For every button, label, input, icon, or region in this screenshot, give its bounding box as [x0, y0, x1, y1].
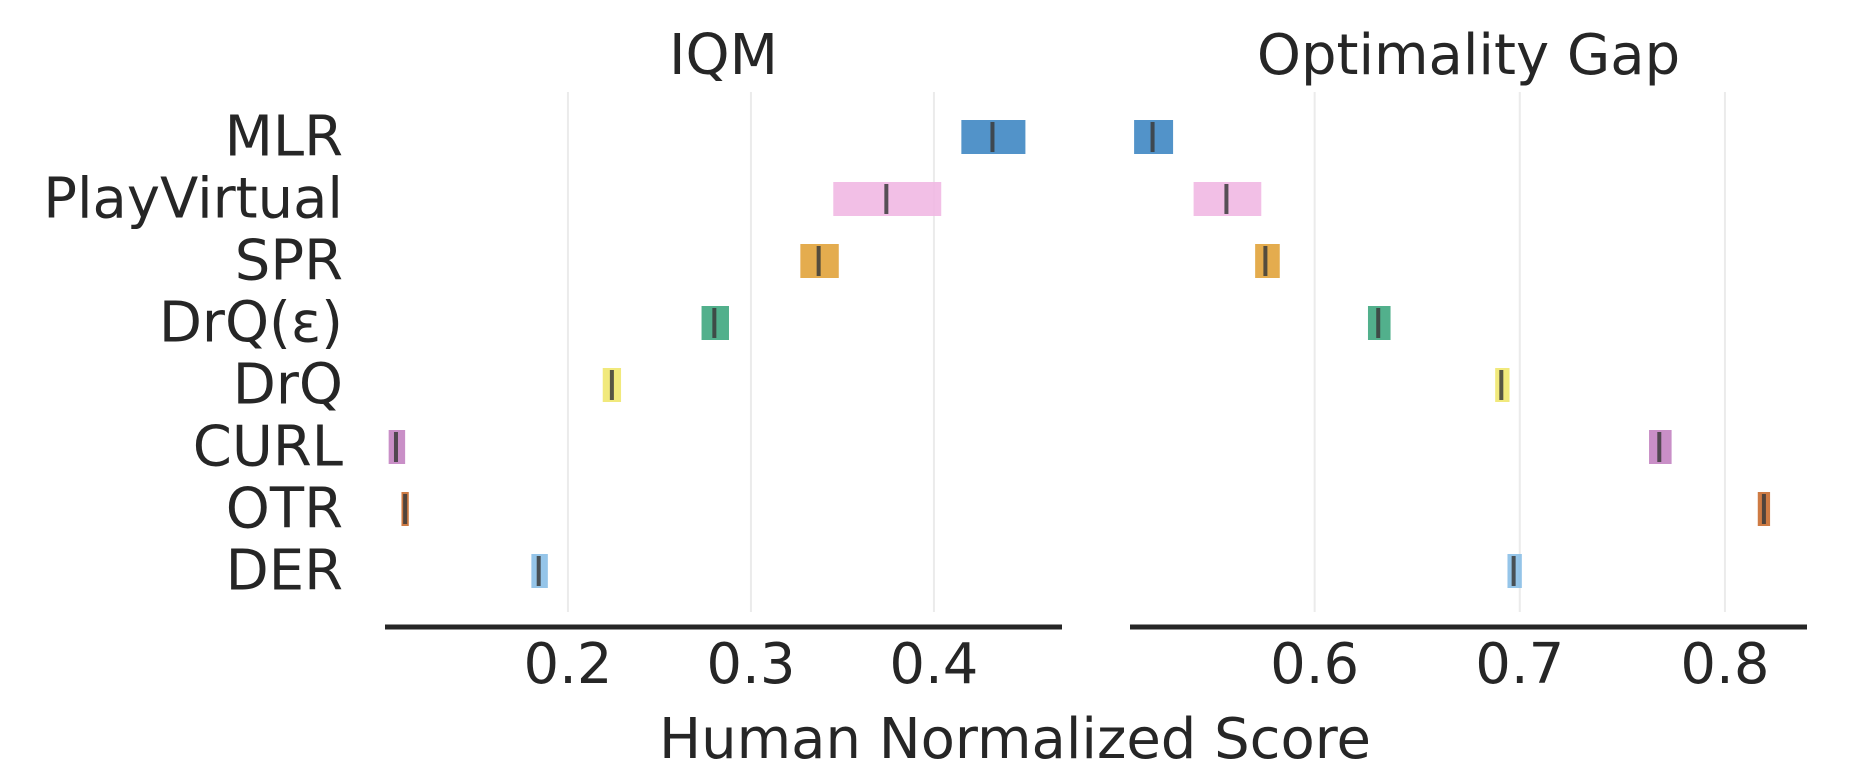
panel-iqm-x-tick-label-0: 0.2 — [523, 632, 612, 697]
y-tick-label-drq: DrQ(ε) — [159, 291, 343, 356]
y-tick-label-mlr: MLR — [225, 105, 343, 170]
panel-optimality-gap-title: Optimality Gap — [1257, 23, 1680, 88]
grid-layer — [566, 92, 1726, 612]
panel-iqm-x-tick-label-2: 0.4 — [889, 632, 978, 697]
x-axis-label: Human Normalized Score — [659, 707, 1371, 772]
y-tick-label-playvirtual: PlayVirtual — [43, 167, 343, 232]
panel-optimality-gap-x-tick-label-1: 0.7 — [1475, 632, 1564, 697]
y-tick-label-der: DER — [226, 539, 343, 604]
panel-optimality-gap-interval-spr — [1255, 244, 1280, 278]
y-tick-label-drq: DrQ — [233, 353, 343, 418]
panel-iqm-x-tick-label-1: 0.3 — [706, 632, 795, 697]
y-tick-label-otr: OTR — [226, 477, 343, 542]
y-tick-label-spr: SPR — [235, 229, 343, 294]
panel-iqm-title: IQM — [669, 23, 778, 88]
y-tick-label-curl: CURL — [193, 415, 343, 480]
interval-layer — [388, 120, 1771, 588]
panel-optimality-gap-x-tick-label-0: 0.6 — [1270, 632, 1359, 697]
panel-optimality-gap-x-tick-label-2: 0.8 — [1680, 632, 1769, 697]
